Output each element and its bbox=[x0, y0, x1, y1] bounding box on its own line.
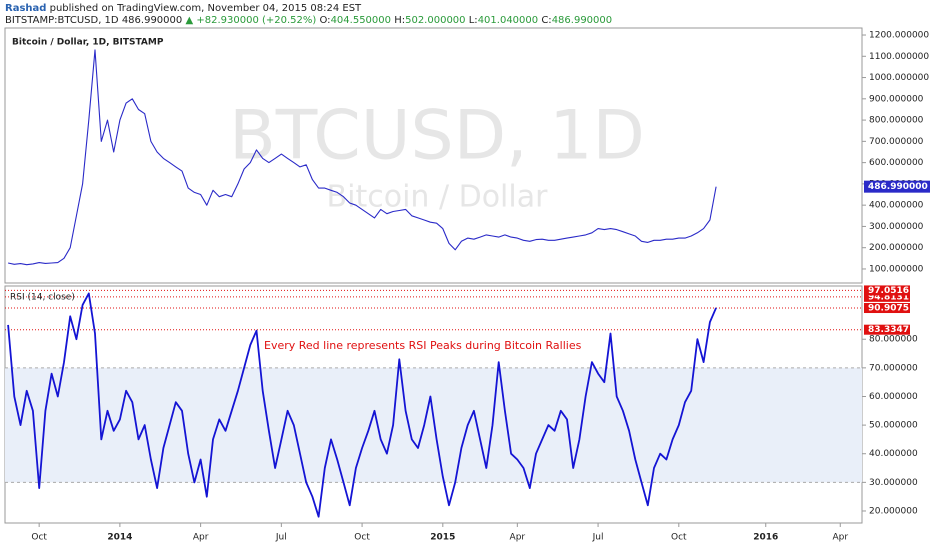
published: published on TradingView.com, November 0… bbox=[50, 3, 362, 14]
x-tick-label: 2015 bbox=[430, 533, 455, 543]
annotation: Every Red line represents RSI Peaks duri… bbox=[264, 339, 582, 352]
price-tag-label: 486.990000 bbox=[868, 182, 928, 192]
x-tick-label: Jul bbox=[275, 533, 287, 543]
y-tick-label: 80.000000 bbox=[869, 335, 918, 345]
peak-tag-label: 83.3347 bbox=[868, 325, 909, 335]
x-tick-label: 2016 bbox=[753, 533, 778, 543]
watermark-subtitle: Bitcoin / Dollar bbox=[327, 180, 549, 215]
watermark: BTCUSD, 1D bbox=[229, 97, 645, 176]
y-tick-label: 30.000000 bbox=[869, 478, 918, 488]
y-tick-label: 1000.000000 bbox=[869, 73, 929, 83]
y-tick-label: 300.000000 bbox=[869, 222, 924, 232]
y-tick-label: 800.000000 bbox=[869, 116, 924, 126]
ohlc-value: 404.550000 bbox=[331, 15, 391, 26]
y-tick-label: 200.000000 bbox=[869, 243, 924, 253]
peak-tag-label: 90.9075 bbox=[868, 304, 909, 314]
pane-title: Bitcoin / Dollar, 1D, BITSTAMP bbox=[12, 38, 164, 48]
y-tick-label: 70.000000 bbox=[869, 363, 918, 373]
ohlc-label: L: bbox=[469, 15, 478, 26]
ohlc-label: H: bbox=[394, 15, 405, 26]
pane-title: RSI (14, close) bbox=[10, 293, 75, 303]
x-tick-label: Oct bbox=[671, 533, 687, 543]
ticker-line: BITSTAMP:BTCUSD, 1D 486.990000 ▲ +82.930… bbox=[5, 15, 612, 26]
y-tick-label: 50.000000 bbox=[869, 421, 918, 431]
x-tick-label: Apr bbox=[510, 533, 526, 543]
rsi-band bbox=[5, 367, 862, 483]
peak-tag bbox=[864, 285, 910, 296]
y-tick-label: 600.000000 bbox=[869, 158, 924, 168]
publish-line: Rashad published on TradingView.com, Nov… bbox=[5, 3, 362, 14]
series-line bbox=[7, 49, 717, 266]
peak-tag bbox=[864, 291, 910, 302]
x-tick-label: Oct bbox=[31, 533, 47, 543]
y-tick-label: 100.000000 bbox=[869, 264, 924, 274]
ohlc-label: O: bbox=[319, 15, 330, 26]
up-arrow: ▲ bbox=[185, 15, 193, 26]
peak-tag-label: 97.0516 bbox=[868, 286, 909, 296]
y-tick-label: 400.000000 bbox=[869, 201, 924, 211]
symbol: BITSTAMP:BTCUSD, 1D bbox=[5, 15, 119, 26]
x-tick-label: 2014 bbox=[107, 533, 132, 543]
ohlc-value: 486.990000 bbox=[552, 15, 612, 26]
x-tick-label: Apr bbox=[193, 533, 209, 543]
change: +82.930000 (+20.52%) bbox=[196, 15, 316, 26]
peak-tag-label: 94.8131 bbox=[868, 292, 909, 302]
ohlc-label: C: bbox=[541, 15, 551, 26]
y-tick-label: 40.000000 bbox=[869, 449, 918, 459]
y-tick-label: 60.000000 bbox=[869, 392, 918, 402]
series-line bbox=[7, 292, 717, 518]
ohlc-value: 401.040000 bbox=[478, 15, 538, 26]
x-tick-label: Apr bbox=[832, 533, 848, 543]
peak-tag bbox=[864, 303, 910, 314]
peak-tag bbox=[864, 324, 910, 335]
x-tick-label: Oct bbox=[354, 533, 370, 543]
author: Rashad bbox=[5, 3, 46, 14]
y-tick-label: 1100.000000 bbox=[869, 52, 929, 62]
ohlc-value: 502.000000 bbox=[405, 15, 465, 26]
y-tick-label: 700.000000 bbox=[869, 137, 924, 147]
y-tick-label: 900.000000 bbox=[869, 94, 924, 104]
price-tag bbox=[864, 180, 930, 193]
y-tick-label: 1200.000000 bbox=[869, 31, 929, 41]
x-tick-label: Jul bbox=[592, 533, 604, 543]
y-tick-label: 20.000000 bbox=[869, 506, 918, 516]
last: 486.990000 bbox=[122, 15, 182, 26]
price-pane bbox=[4, 27, 863, 284]
